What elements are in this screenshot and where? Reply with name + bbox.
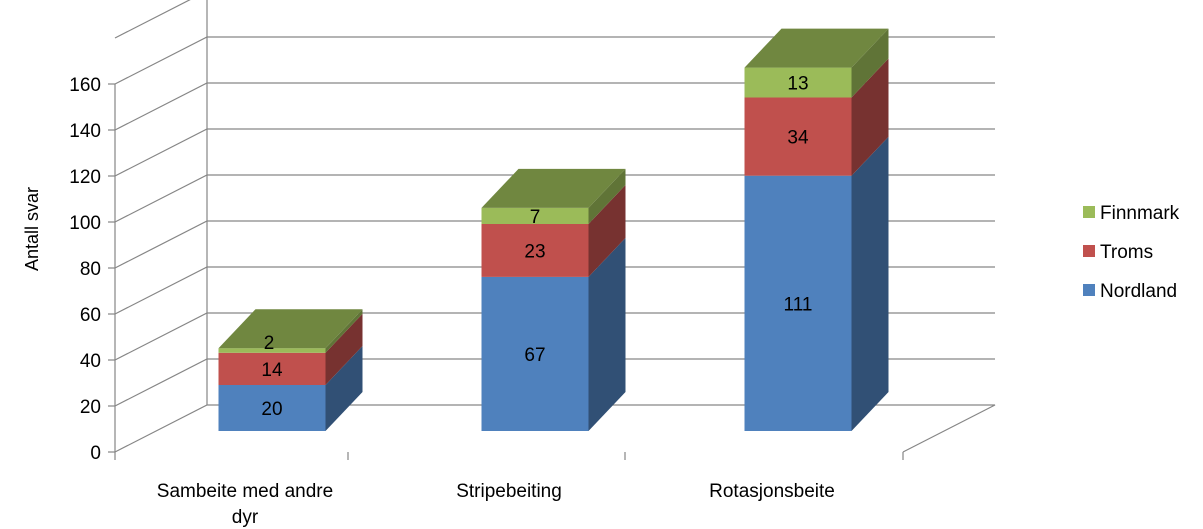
y-tick-label: 60 <box>80 305 101 326</box>
gridline <box>114 0 191 39</box>
legend-swatch-nordland <box>1083 284 1095 296</box>
bar-stack-0: 20 14 2 <box>218 309 363 431</box>
bar-side-nordland <box>325 346 363 431</box>
legend-swatch-finnmark <box>1083 206 1095 218</box>
bar-segment-finnmark <box>744 67 852 98</box>
bar-segment-finnmark <box>218 348 326 353</box>
bars: 20 14 2 67 23 7 111 34 13 <box>218 28 889 431</box>
y-tick-label: 20 <box>80 397 101 418</box>
gridline <box>114 82 995 131</box>
legend-label-troms: Troms <box>1100 242 1153 263</box>
data-label: 34 <box>787 128 809 149</box>
legend-label-nordland: Nordland <box>1100 281 1177 302</box>
data-label: 20 <box>261 399 282 420</box>
gridline <box>114 358 995 407</box>
bar-side-finnmark <box>588 168 626 224</box>
gridline <box>114 220 995 269</box>
gridline <box>114 266 995 315</box>
data-label: 111 <box>784 294 813 315</box>
category-labels: Sambeite med andre dyr Stripebeiting Rotasj… <box>157 481 835 528</box>
bar-top-finnmark <box>744 28 889 68</box>
category-label: dyr <box>232 507 259 528</box>
gridline <box>114 174 995 223</box>
bar-segment-nordland <box>481 276 589 431</box>
y-axis-title: Antall svar <box>22 187 42 271</box>
y-tick-label: 120 <box>69 167 101 188</box>
bar-side-finnmark <box>851 28 889 98</box>
bar-side-finnmark <box>325 309 363 353</box>
bar-segment-troms <box>218 352 326 385</box>
y-tick-label: 140 <box>69 121 101 142</box>
bar-top-finnmark <box>218 309 363 349</box>
legend-label-finnmark: Finnmark <box>1100 203 1180 224</box>
y-tick-label: 160 <box>69 75 101 96</box>
data-label: 67 <box>524 345 545 366</box>
data-label: 14 <box>261 360 283 381</box>
bar-segment-nordland <box>744 175 852 431</box>
bar-stack-1: 67 23 7 <box>481 168 626 431</box>
data-label: 2 <box>264 333 275 354</box>
y-tick-label: 80 <box>80 259 101 280</box>
bar-segment-troms <box>744 97 852 176</box>
data-label: 7 <box>530 207 541 228</box>
legend: Finnmark Troms Nordland <box>1083 203 1180 302</box>
y-axis: 0 20 40 60 80 100 120 140 160 <box>69 75 904 464</box>
data-label: 13 <box>787 74 808 95</box>
bar-side-troms <box>851 58 889 176</box>
y-tick-label: 0 <box>90 443 101 464</box>
y-tick-label: 100 <box>69 213 101 234</box>
legend-swatch-troms <box>1083 245 1095 257</box>
bar-stack-2: 111 34 13 <box>744 28 889 431</box>
bar-side-troms <box>588 185 626 277</box>
gridline <box>114 36 995 85</box>
bar-segment-finnmark <box>481 207 589 224</box>
bar-segment-troms <box>481 224 589 277</box>
category-label: Stripebeiting <box>456 481 562 502</box>
gridlines <box>114 0 995 407</box>
gridline <box>114 128 995 177</box>
bar-top-finnmark <box>481 168 626 208</box>
bar-side-nordland <box>588 237 626 431</box>
bar-side-nordland <box>851 136 889 431</box>
y-tick-label: 40 <box>80 351 101 372</box>
bar-segment-nordland <box>218 385 326 431</box>
gridline <box>114 312 995 361</box>
category-label: Rotasjonsbeite <box>709 481 835 502</box>
category-label: Sambeite med andre <box>157 481 333 502</box>
data-label: 23 <box>524 241 545 262</box>
bar-side-troms <box>325 313 363 385</box>
